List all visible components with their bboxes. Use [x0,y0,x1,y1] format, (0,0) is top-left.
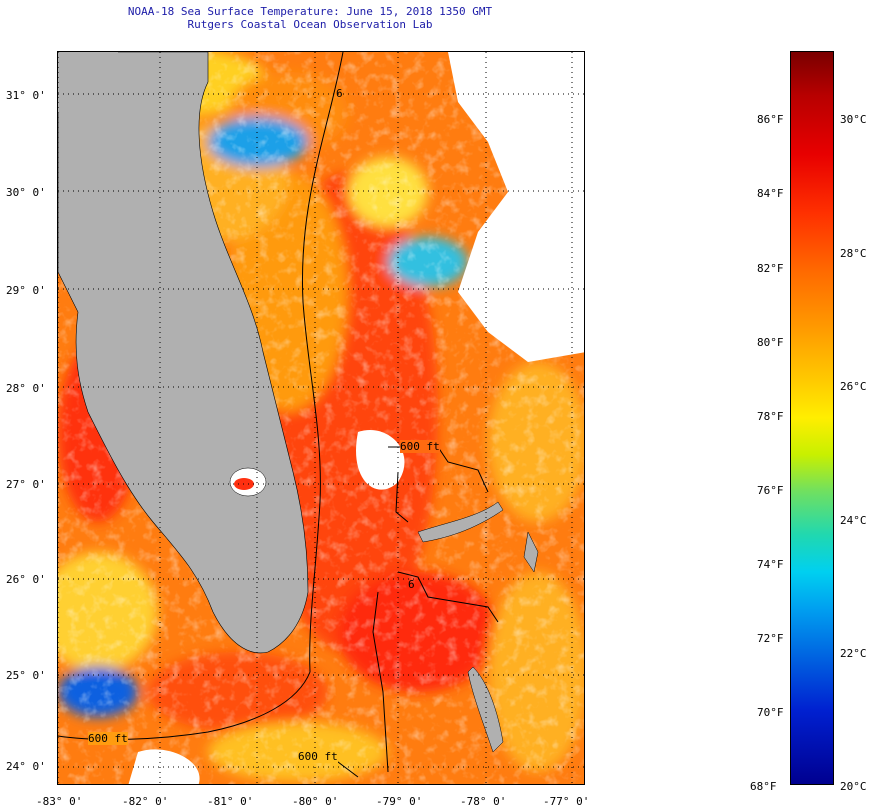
colorbar-f-label: 82°F [757,262,784,275]
colorbar-f-label: 78°F [757,410,784,423]
map-title: NOAA-18 Sea Surface Temperature: June 15… [127,5,493,18]
andros-island [467,666,504,753]
colorbar-f-label: 74°F [757,558,784,571]
sst-map: 600 ft 600 ft 600 ft 6 6 [57,51,585,785]
lon-label: -81° 0' [207,795,254,808]
colorbar-c-label: 22°C [840,647,867,660]
sst-map-canvas [58,52,584,784]
contour-label-partial: 6 [408,578,415,591]
contour-label: 600 ft [400,440,440,453]
colorbar-c-label: 26°C [840,380,867,393]
contour-600ft-bahamas [372,446,499,773]
contour-label-partial: 6 [336,87,343,100]
temperature-colorbar [790,51,834,785]
map-subtitle: Rutgers Coastal Ocean Observation Lab [187,18,433,31]
florida-land [58,52,309,654]
grand-bahama-island [417,501,504,543]
colorbar-c-label: 24°C [840,514,867,527]
lat-label: 31° 0' [6,89,46,102]
lon-label: -82° 0' [122,795,169,808]
colorbar-f-label: 86°F [757,113,784,126]
cloud-mass-northeast [448,52,584,362]
colorbar-c-label: 20°C [840,780,867,793]
colorbar-f-label: 72°F [757,632,784,645]
colorbar-f-label: 76°F [757,484,784,497]
lon-label: -79° 0' [376,795,423,808]
contour-label: 600 ft [298,750,338,763]
lon-label: -80° 0' [292,795,339,808]
cloud-patch [356,430,405,490]
cloud-patch [128,749,200,784]
lat-label: 29° 0' [6,284,46,297]
lat-label: 26° 0' [6,573,46,586]
colorbar-c-label: 30°C [840,113,867,126]
georgia-land [58,52,118,112]
abaco-island [523,531,539,573]
lat-label: 28° 0' [6,382,46,395]
contour-600ft-florida-shelf [58,52,344,740]
lat-label: 27° 0' [6,478,46,491]
lat-label: 24° 0' [6,760,46,773]
colorbar-f-label: 84°F [757,187,784,200]
lon-label: -77° 0' [543,795,590,808]
lat-label: 25° 0' [6,669,46,682]
lon-label: -83° 0' [36,795,83,808]
colorbar-f-label: 80°F [757,336,784,349]
colorbar-f-label: 68°F [750,780,777,793]
graticule [58,52,584,784]
colorbar-c-label: 28°C [840,247,867,260]
lat-label: 30° 0' [6,186,46,199]
colorbar-f-label: 70°F [757,706,784,719]
lon-label: -78° 0' [460,795,507,808]
contour-label: 600 ft [88,732,128,745]
